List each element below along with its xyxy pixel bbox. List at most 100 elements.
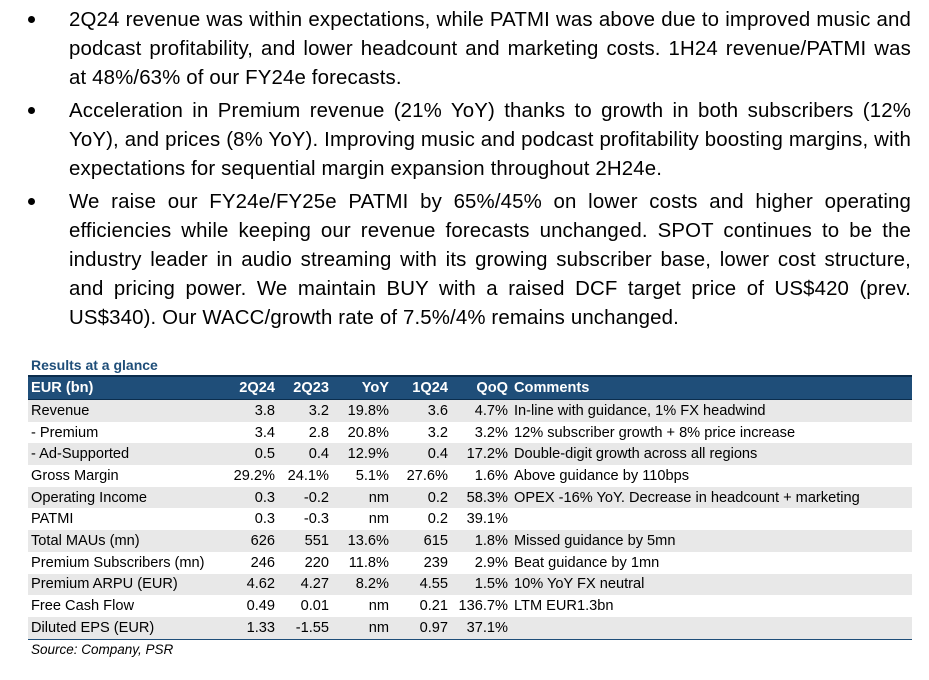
table-row: Total MAUs (mn) 626 551 13.6% 615 1.8% Missed …: [28, 530, 912, 552]
row-label: Revenue: [31, 402, 90, 419]
table-body: Revenue 3.8 3.2 19.8% 3.6 4.7% In-line with gu…: [28, 399, 912, 640]
table-row: Operating Income 0.3 -0.2 nm 0.2 58.3% OPEX -1…: [28, 486, 912, 509]
bullet-text: 2Q24 revenue was within expectations, wh…: [69, 9, 911, 89]
bullet-dot-icon: [28, 198, 35, 205]
value-cell: 239: [423, 554, 448, 571]
row-label: Free Cash Flow: [31, 598, 134, 615]
value-cell: 615: [423, 532, 448, 549]
comment-cell: LTM EUR1.3bn: [514, 598, 614, 615]
value-cell: 220: [304, 554, 329, 571]
value-cell: 0.01: [300, 598, 329, 615]
value-cell: 4.7%: [474, 402, 508, 419]
value-cell: 0.4: [427, 446, 448, 463]
bullet-item: Acceleration in Premium revenue (21% YoY…: [0, 97, 929, 184]
value-cell: 4.62: [246, 576, 275, 593]
value-cell: nm: [368, 511, 389, 528]
value-cell: 136.7%: [458, 598, 509, 615]
bullet-dot-icon: [28, 16, 35, 23]
value-cell: nm: [332, 616, 392, 640]
comment-cell: Above guidance by 110bps: [514, 467, 689, 484]
table-row: Premium Subscribers (mn) 246 220 11.8% 239 2.…: [28, 551, 912, 574]
comment-cell: [511, 508, 912, 530]
comment-cell: 12% subscriber growth + 8% price increas…: [514, 424, 796, 441]
header-cell: YoY: [332, 375, 392, 400]
value-cell: 246: [250, 554, 275, 571]
header-cell: EUR (bn): [28, 375, 224, 400]
bullet-item: 2Q24 revenue was within expectations, wh…: [0, 6, 929, 93]
row-label: - Premium: [31, 424, 99, 441]
value-cell: 0.97: [392, 616, 451, 640]
row-label: Diluted EPS (EUR): [28, 616, 224, 640]
comment-cell: OPEX -16% YoY. Decrease in headcount + m…: [514, 489, 860, 506]
bullet-item: We raise our FY24e/FY25e PATMI by 65%/45…: [0, 188, 929, 333]
comment-cell: Double-digit growth across all regions: [514, 446, 758, 463]
value-cell: 13.6%: [347, 532, 389, 549]
value-cell: 3.2%: [474, 424, 508, 441]
value-cell: 0.2: [427, 511, 448, 528]
value-cell: 1.33: [224, 616, 278, 640]
value-cell: 37.1%: [451, 616, 511, 640]
results-table: EUR (bn) 2Q24 2Q23 YoY 1Q24 QoQ Comments…: [28, 375, 912, 640]
value-cell: 3.8: [254, 402, 275, 419]
value-cell: nm: [368, 489, 389, 506]
table-row: Diluted EPS (EUR) 1.33 -1.55 nm 0.97 37.1%: [28, 616, 912, 640]
value-cell: -1.55: [278, 616, 332, 640]
table-row: PATMI 0.3 -0.3 nm 0.2 39.1%: [28, 508, 912, 531]
value-cell: 0.3: [254, 489, 275, 506]
table-row: - Ad-Supported 0.5 0.4 12.9% 0.4 17.2% Double-…: [28, 443, 912, 466]
row-label: PATMI: [31, 511, 74, 528]
header-cell: Comments: [511, 375, 912, 400]
value-cell: 8.2%: [355, 576, 389, 593]
row-label: Premium Subscribers (mn): [31, 554, 205, 571]
header-cell: 1Q24: [392, 375, 451, 400]
results-table-section: Results at a glance EUR (bn) 2Q24 2Q23 Y…: [28, 356, 912, 657]
value-cell: 0.3: [254, 511, 275, 528]
comment-cell: 10% YoY FX neutral: [514, 576, 645, 593]
value-cell: nm: [368, 598, 389, 615]
value-cell: 12.9%: [347, 446, 389, 463]
value-cell: 39.1%: [466, 511, 508, 528]
bullet-text: We raise our FY24e/FY25e PATMI by 65%/45…: [69, 191, 911, 329]
table-row: Free Cash Flow 0.49 0.01 nm 0.21 136.7% LTM EU…: [28, 595, 912, 617]
value-cell: 3.4: [254, 424, 275, 441]
table-title: Results at a glance: [31, 357, 158, 373]
value-cell: 11.8%: [348, 554, 389, 571]
value-cell: 19.8%: [347, 402, 389, 419]
value-cell: 0.5: [254, 446, 275, 463]
row-label: Gross Margin: [31, 467, 119, 484]
value-cell: 1.8%: [474, 532, 508, 549]
value-cell: 20.8%: [347, 424, 389, 441]
value-cell: 1.5%: [474, 576, 508, 593]
value-cell: 58.3%: [466, 489, 508, 506]
value-cell: 27.6%: [406, 467, 448, 484]
value-cell: 551: [304, 532, 329, 549]
header-cell: 2Q23: [278, 375, 332, 400]
value-cell: 3.2: [427, 424, 448, 441]
value-cell: -0.2: [303, 489, 329, 506]
value-cell: 17.2%: [466, 446, 508, 463]
row-label: Operating Income: [31, 489, 148, 506]
header-cell: QoQ: [451, 375, 511, 400]
table-row: - Premium 3.4 2.8 20.8% 3.2 3.2% 12% subscribe…: [28, 421, 912, 444]
comment-cell: In-line with guidance, 1% FX headwind: [514, 402, 766, 419]
value-cell: 24.1%: [287, 467, 329, 484]
header-cell: 2Q24: [224, 375, 278, 400]
value-cell: 29.2%: [233, 467, 275, 484]
table-row: Premium ARPU (EUR) 4.62 4.27 8.2% 4.55 1.5% 10…: [28, 573, 912, 596]
value-cell: 2.9%: [474, 554, 508, 571]
row-label: Premium ARPU (EUR): [31, 576, 178, 593]
row-label: Total MAUs (mn): [31, 532, 140, 549]
comment-cell: Beat guidance by 1mn: [514, 554, 660, 571]
value-cell: 0.4: [308, 446, 329, 463]
value-cell: 4.27: [300, 576, 329, 593]
bullet-text: Acceleration in Premium revenue (21% YoY…: [69, 100, 911, 180]
value-cell: 4.55: [419, 576, 448, 593]
value-cell: 0.49: [246, 598, 275, 615]
row-label: - Ad-Supported: [31, 446, 130, 463]
table-row: Revenue 3.8 3.2 19.8% 3.6 4.7% In-line with gu…: [28, 399, 912, 422]
value-cell: 0.21: [419, 598, 448, 615]
comment-cell: Missed guidance by 5mn: [514, 532, 676, 549]
source-note: Source: Company, PSR: [31, 641, 174, 657]
value-cell: 3.6: [427, 402, 448, 419]
value-cell: 0.2: [427, 489, 448, 506]
